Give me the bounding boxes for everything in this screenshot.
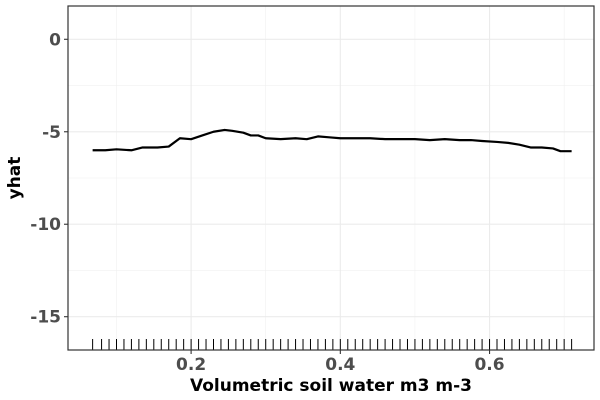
- x-tick-label: 0.6: [474, 355, 504, 375]
- y-tick-label: 0: [49, 30, 61, 50]
- grid-minor: [68, 6, 594, 350]
- y-axis-title: yhat: [5, 157, 25, 200]
- y-axis-ticks: 0 -5 -10 -15: [30, 30, 68, 328]
- y-tick-label: -5: [42, 123, 61, 143]
- x-tick-label: 0.4: [325, 355, 355, 375]
- series-line: [92, 128, 572, 153]
- y-tick-label: -10: [30, 215, 61, 235]
- rug-marks: [92, 339, 573, 350]
- plot-panel-border: [67, 5, 595, 351]
- y-tick-label: -15: [30, 308, 61, 328]
- x-tick-label: 0.2: [176, 355, 206, 375]
- grid-major: [68, 6, 594, 350]
- x-axis-ticks: 0.2 0.4 0.6: [176, 350, 505, 375]
- x-axis-title: Volumetric soil water m3 m-3: [190, 376, 472, 396]
